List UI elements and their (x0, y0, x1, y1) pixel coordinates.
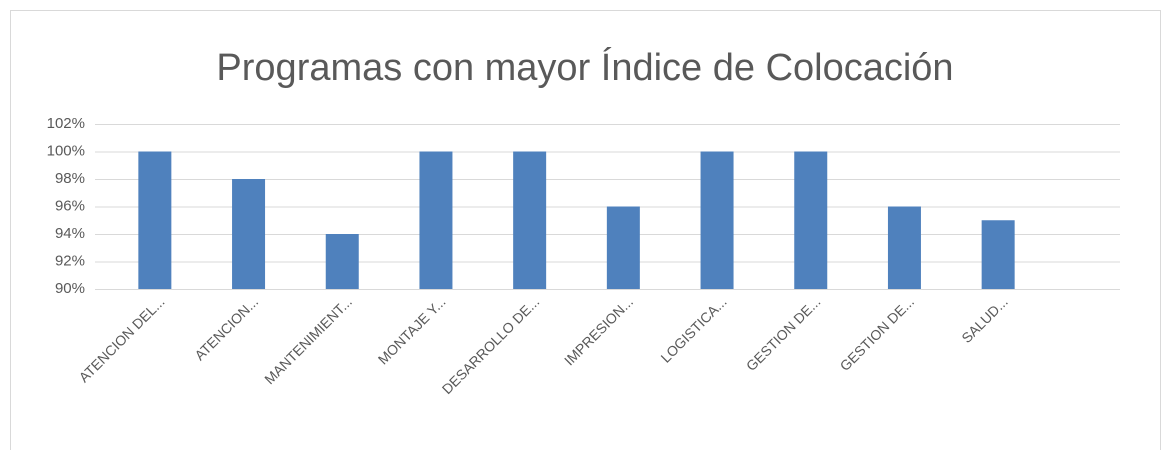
y-tick-label: 92% (55, 252, 85, 269)
chart-border (10, 10, 1161, 450)
bar (981, 220, 1015, 289)
bar (232, 179, 266, 289)
x-tick-label: ATENCION... (191, 293, 261, 363)
y-tick-label: 90% (55, 280, 85, 297)
chart-title: Programas con mayor Índice de Colocación (216, 46, 953, 89)
bar (606, 206, 640, 289)
x-tick-label: MONTAJE Y... (375, 293, 449, 367)
x-tick-label: SALUD... (958, 293, 1011, 346)
bar (513, 151, 547, 289)
bar (887, 206, 921, 289)
bar (419, 151, 453, 289)
bar (138, 151, 172, 289)
x-tick-label: MANTENIMIENT... (261, 293, 355, 387)
x-tick-label: LOGISTICA... (657, 293, 729, 365)
x-tick-label: IMPRESION... (561, 293, 636, 368)
bar (794, 151, 828, 289)
x-tick-label: GESTION DE... (743, 293, 824, 374)
x-tick-label: ATENCION DEL... (76, 293, 168, 385)
y-tick-label: 98% (55, 170, 85, 187)
bar (325, 234, 359, 289)
y-tick-label: 100% (47, 142, 85, 159)
x-tick-label: GESTION DE... (837, 293, 918, 374)
y-tick-label: 94% (55, 225, 85, 242)
bar (700, 151, 734, 289)
y-tick-label: 96% (55, 197, 85, 214)
y-tick-label: 102% (47, 115, 85, 132)
x-tick-label: DESARROLLO DE... (439, 293, 543, 397)
